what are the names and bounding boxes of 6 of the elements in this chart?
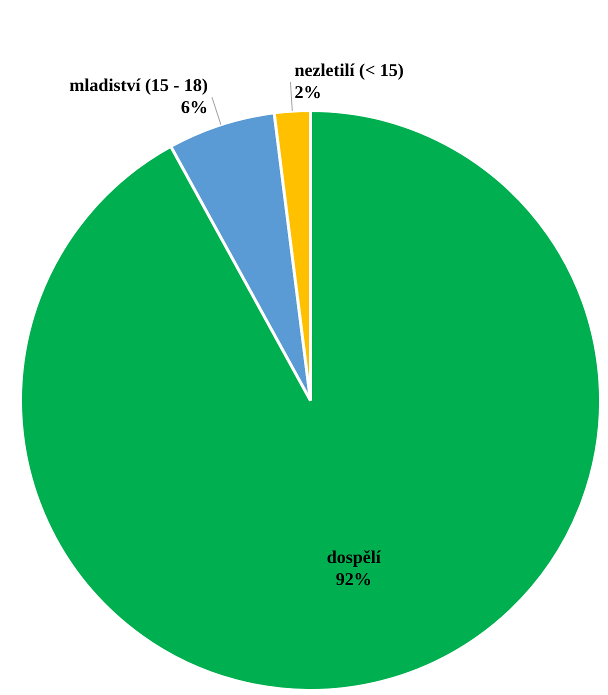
data-label: 2% (294, 82, 322, 102)
slice-label: mladiství (15 - 18) (69, 75, 208, 96)
slice-label: nezletilí (< 15) (294, 60, 404, 80)
data-label: 6% (180, 97, 208, 118)
data-label: 92% (336, 569, 372, 590)
slice-label: dospělí (326, 547, 382, 568)
